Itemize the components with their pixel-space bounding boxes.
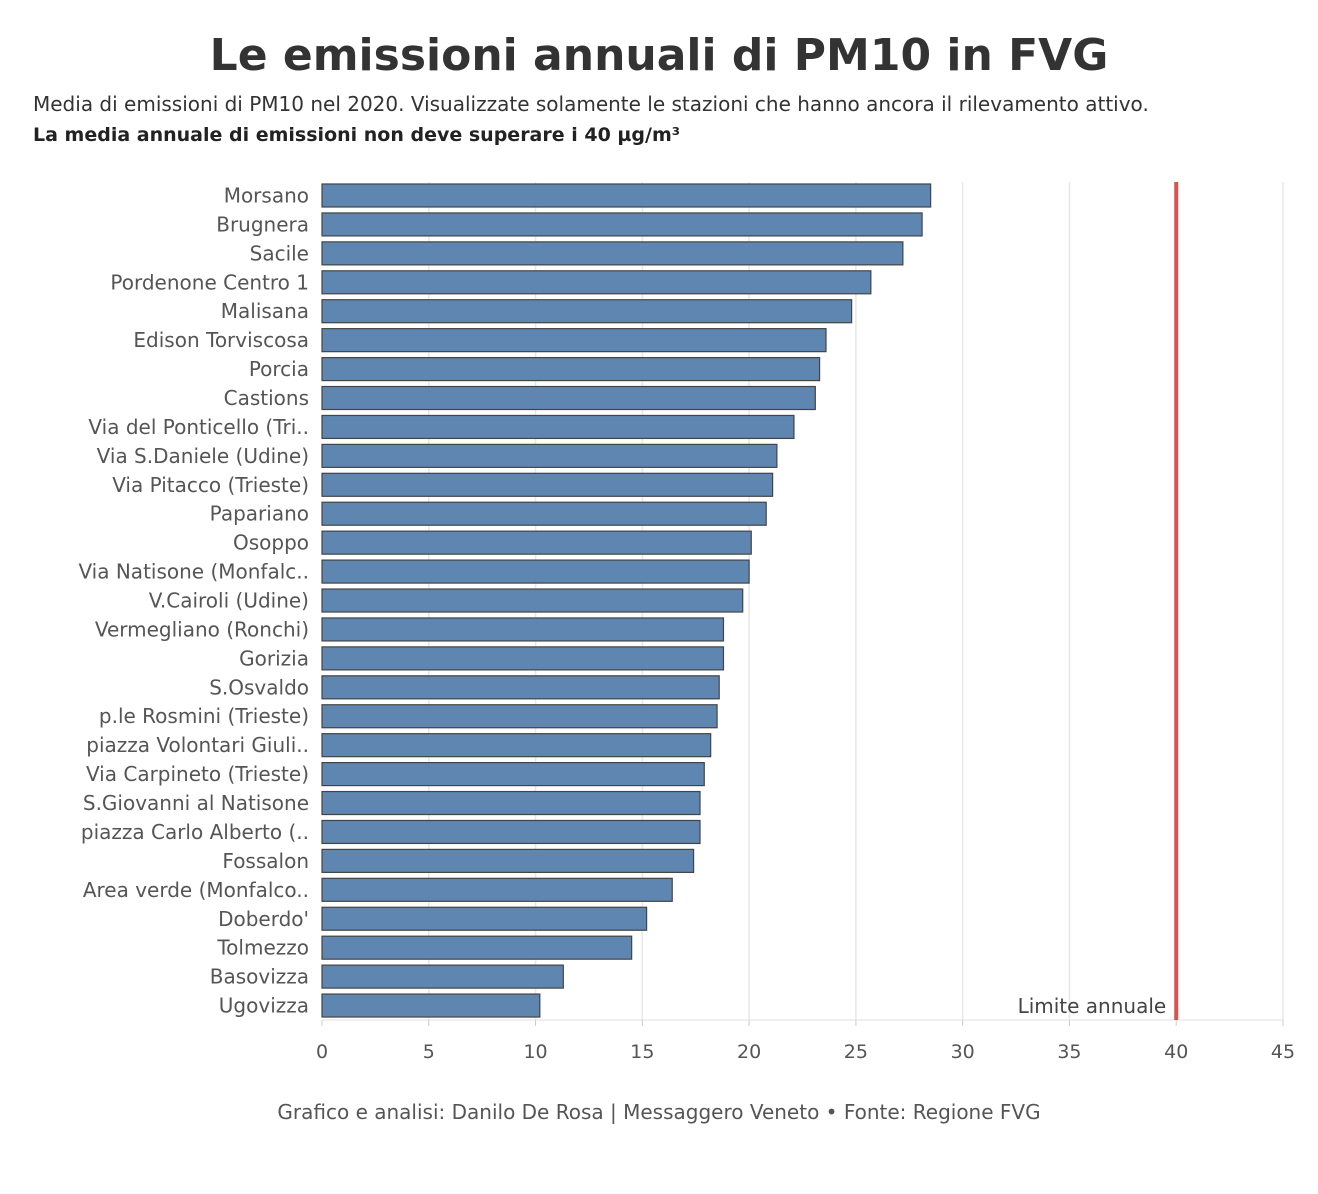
category-label: V.Cairoli (Udine) (149, 589, 309, 613)
bar (321, 877, 673, 902)
bar (321, 588, 744, 613)
x-tick-label: 20 (737, 1041, 761, 1063)
x-tick-label: 15 (630, 1041, 654, 1063)
chart-credit: Grafico e analisi: Danilo De Rosa | Mess… (277, 1100, 1041, 1124)
bar (321, 356, 821, 382)
bar (321, 183, 932, 208)
category-label: piazza Volontari Giuli.. (86, 733, 309, 757)
x-tick-label: 45 (1271, 1041, 1295, 1063)
chart-title: Le emissioni annuali di PM10 in FVG (209, 30, 1109, 81)
bar (321, 212, 923, 237)
category-label: Osoppo (233, 531, 309, 555)
category-label: Via Carpineto (Trieste) (86, 762, 309, 786)
category-label: S.Osvaldo (209, 675, 309, 699)
bar (321, 559, 750, 584)
category-label: Malisana (221, 299, 309, 323)
bar (321, 964, 564, 989)
bar (321, 819, 701, 845)
bar (321, 530, 752, 555)
bar (321, 906, 648, 931)
category-label: Tolmezzo (216, 936, 309, 960)
x-tick-label: 10 (523, 1041, 547, 1063)
bar (321, 848, 695, 873)
bar (321, 790, 701, 816)
x-tick-label: 0 (316, 1041, 328, 1063)
category-label: Pordenone Centro 1 (110, 270, 309, 294)
chart-subtitle: Media di emissioni di PM10 nel 2020. Vis… (33, 92, 1149, 116)
bar (321, 646, 725, 671)
bar (321, 299, 853, 324)
x-tick-label: 35 (1057, 1041, 1081, 1063)
bar (321, 385, 816, 411)
category-label: Via S.Daniele (Udine) (97, 444, 309, 468)
category-label: Basovizza (210, 965, 309, 989)
category-label: Castions (224, 386, 309, 410)
category-label: p.le Rosmini (Trieste) (99, 704, 309, 728)
category-label: Gorizia (239, 646, 309, 670)
chart-subtitle-bold: La media annuale di emissioni non deve s… (33, 124, 681, 146)
bar (321, 241, 904, 266)
category-label: Vermegliano (Ronchi) (95, 617, 309, 641)
bar (321, 472, 774, 497)
category-label: Via Natisone (Monfalc.. (78, 560, 309, 584)
bar (321, 443, 778, 468)
bar (321, 993, 541, 1018)
category-label: Porcia (249, 357, 309, 381)
category-label: Sacile (250, 241, 309, 265)
x-tick-label: 5 (423, 1041, 435, 1063)
x-tick-label: 25 (844, 1041, 868, 1063)
bar (321, 328, 827, 353)
bar (321, 935, 633, 960)
category-label: Doberdo' (218, 907, 309, 931)
category-label: S.Giovanni al Natisone (83, 791, 309, 815)
bar (321, 704, 718, 729)
x-tick-label: 40 (1164, 1041, 1188, 1063)
bar (321, 414, 795, 440)
category-label: Via Pitacco (Trieste) (112, 473, 309, 497)
limit-label: Limite annuale (1018, 994, 1167, 1018)
bar (321, 617, 725, 642)
category-label: Area verde (Monfalco.. (83, 878, 309, 902)
category-label: Papariano (210, 502, 309, 526)
bar (321, 501, 767, 526)
bar (321, 270, 872, 295)
category-label: Edison Torviscosa (133, 328, 309, 352)
bar-chart: 0 5 10 15 20 25 30 35 40 45 Morsano Brugnera Sacile P… (78, 182, 1295, 1063)
category-label: Morsano (224, 184, 309, 208)
category-label: piazza Carlo Alberto (.. (81, 820, 309, 844)
bar (321, 761, 705, 787)
x-tick-label: 30 (951, 1041, 975, 1063)
category-label: Ugovizza (219, 994, 309, 1018)
bar (321, 675, 720, 700)
category-label: Fossalon (222, 849, 309, 873)
category-label: Via del Ponticello (Tri.. (88, 415, 309, 439)
bar (321, 733, 712, 758)
category-label: Brugnera (216, 212, 309, 236)
